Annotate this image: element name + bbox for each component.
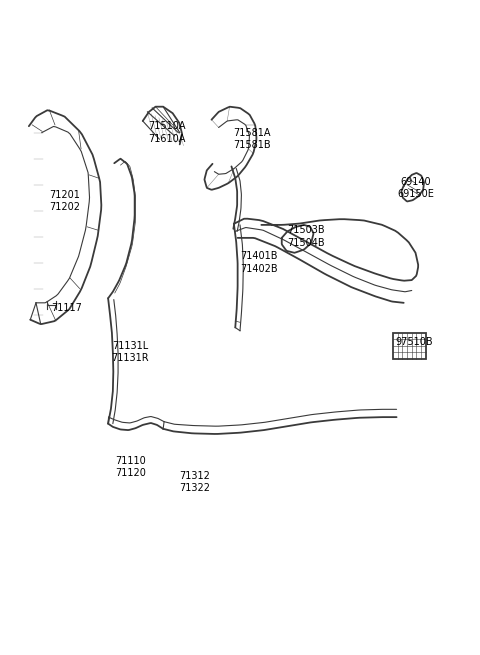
Text: 71581A
71581B: 71581A 71581B xyxy=(233,128,271,151)
Bar xyxy=(393,333,426,359)
Text: 71201
71202: 71201 71202 xyxy=(49,190,80,212)
Text: 71131L
71131R: 71131L 71131R xyxy=(111,341,149,364)
Text: 71401B
71402B: 71401B 71402B xyxy=(240,252,278,274)
Text: 69140
69150E: 69140 69150E xyxy=(397,177,434,199)
Text: 71117: 71117 xyxy=(51,303,82,313)
Text: 71312
71322: 71312 71322 xyxy=(180,471,210,493)
Text: 71503B
71504B: 71503B 71504B xyxy=(288,225,325,248)
Text: 71510A
71610A: 71510A 71610A xyxy=(148,121,185,144)
Text: 71110
71120: 71110 71120 xyxy=(116,456,146,478)
Text: 97510B: 97510B xyxy=(396,337,433,347)
